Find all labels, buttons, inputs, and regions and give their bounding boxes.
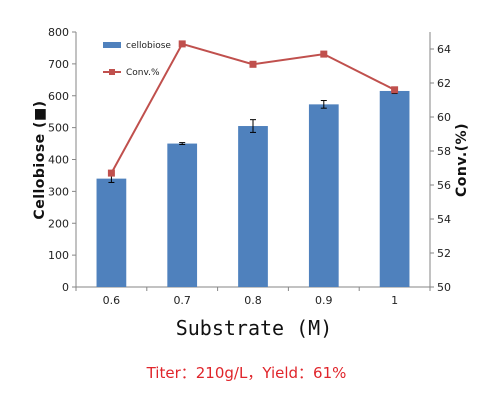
y-right-tick-label: 62: [437, 77, 451, 90]
x-tick-label: 0.6: [103, 294, 121, 307]
y-axis-left-title: Cellobiose (■): [32, 100, 48, 219]
legend-marker-conversion: [109, 69, 115, 75]
y-left-tick-label: 200: [48, 217, 69, 230]
x-tick-label: 1: [391, 294, 398, 307]
bar: [238, 126, 268, 287]
x-tick-label: 0.9: [315, 294, 333, 307]
y-left-tick-label: 300: [48, 185, 69, 198]
bar: [379, 90, 410, 287]
conversion-marker: [320, 50, 328, 58]
legend-swatch-cellobiose: [103, 42, 121, 48]
y-left-tick-label: 600: [48, 90, 69, 103]
y-right-tick-label: 56: [437, 179, 451, 192]
bar-series-cellobiose: [96, 90, 410, 287]
bar: [96, 178, 127, 287]
conversion-marker: [178, 40, 186, 48]
conversion-marker: [391, 86, 399, 94]
conversion-marker: [249, 60, 257, 68]
y-right-tick-label: 64: [437, 43, 451, 56]
x-tick-label: 0.7: [173, 294, 191, 307]
y-left-tick-label: 700: [48, 58, 69, 71]
y-axis-right-ticks: 50 52 54 56 58 60 62 64: [430, 43, 451, 294]
y-right-tick-label: 52: [437, 247, 451, 260]
legend-label-conversion: Conv.%: [126, 68, 160, 78]
x-tick-label: 0.8: [244, 294, 262, 307]
x-axis-ticks: 0.6 0.7 0.8 0.9 1: [75, 287, 431, 307]
legend-label-cellobiose: cellobiose: [126, 41, 171, 51]
y-right-tick-label: 60: [437, 111, 451, 124]
y-left-tick-label: 800: [48, 26, 69, 39]
conversion-marker: [107, 169, 115, 177]
x-axis-title: Substrate (M): [176, 316, 333, 340]
bar: [167, 143, 198, 287]
y-right-tick-label: 54: [437, 213, 451, 226]
bar: [308, 104, 339, 287]
line-series-conversion: [107, 40, 399, 177]
summary-caption: Titer：210g/L，Yield：61%: [146, 364, 347, 382]
y-left-tick-label: 400: [48, 154, 69, 167]
y-axis-right-title: Conv.(%): [454, 123, 470, 197]
y-right-tick-label: 58: [437, 145, 451, 158]
y-left-tick-label: 100: [48, 249, 69, 262]
legend: cellobiose Conv.%: [103, 41, 171, 78]
y-right-tick-label: 50: [437, 281, 451, 294]
y-left-tick-label: 500: [48, 122, 69, 135]
y-left-tick-label: 0: [62, 281, 69, 294]
y-axis-left-ticks: 0 100 200 300 400 500 600 700 800: [48, 26, 76, 294]
